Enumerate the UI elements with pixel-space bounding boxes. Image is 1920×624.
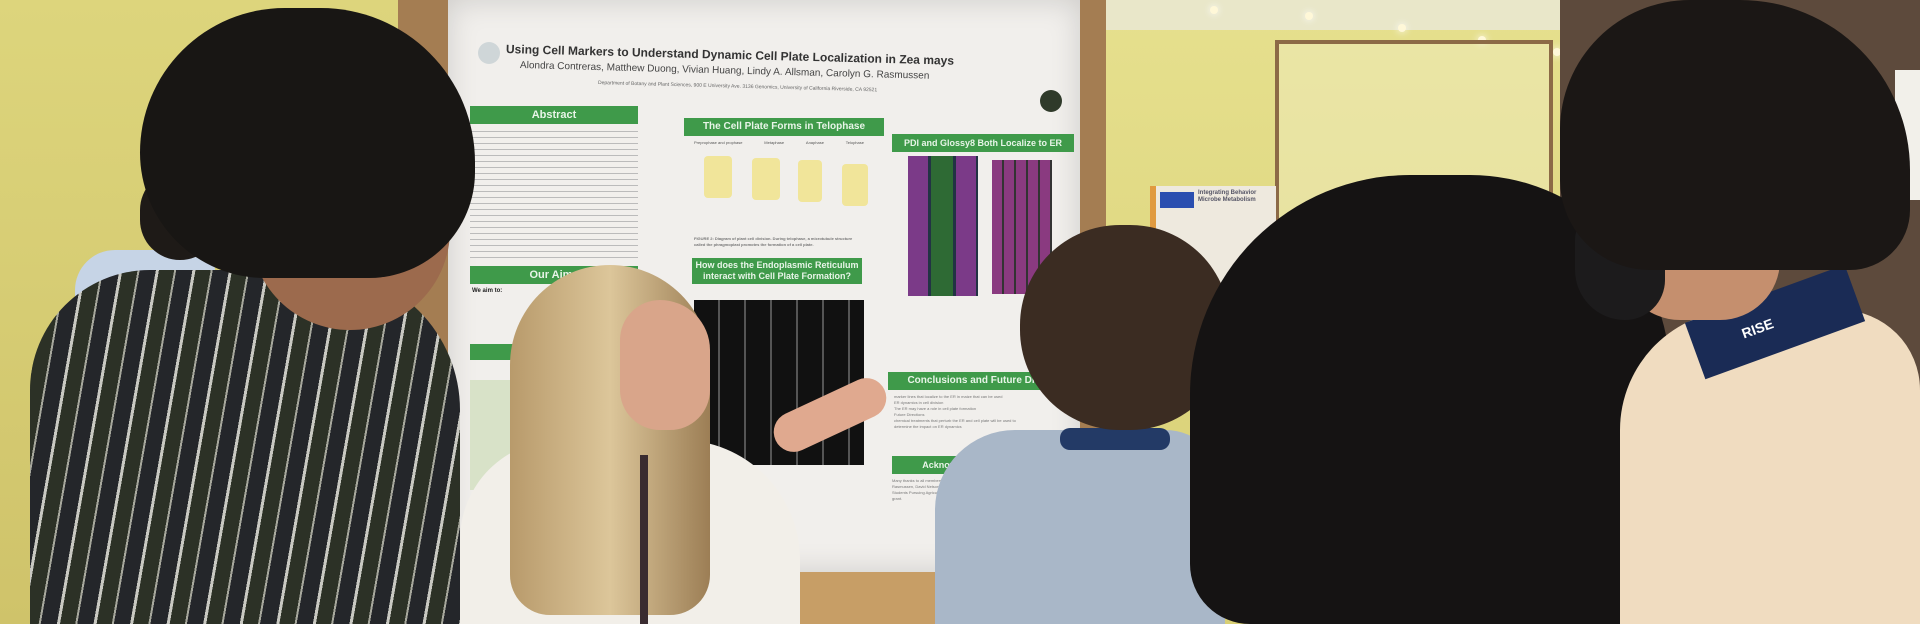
phase-label: Telophase [845,140,864,145]
phase-labels: Preprophase and prophase Metaphase Anaph… [694,140,864,145]
person-light-blue-shirt [935,430,1225,624]
background-poster-title: Integrating Behavior Microbe Metabolism [1198,190,1257,203]
conclusions-text: marker lines that localize to the ER in … [894,394,1034,454]
cell-diagram [704,156,732,198]
cell-diagram [752,158,780,200]
conclusion-line: ER dynamics in cell division [894,400,944,405]
person-dark-hair [140,8,475,278]
lanyard-text: RISE [1739,315,1776,342]
background-poster-logo [1160,192,1194,208]
section-header-er-question: How does the Endoplasmic Reticulum inter… [692,258,862,284]
ceiling-light [1398,24,1406,32]
ceiling [1100,0,1600,30]
cell-diagram [842,164,868,206]
section-header-conclusions: Conclusions and Future Dir [888,372,1058,390]
section-header-pdi: PDI and Glossy8 Both Localize to ER [892,134,1074,152]
person-cream-shirt [1620,310,1920,624]
ceiling-light [1305,12,1313,20]
person-striped-shirt [30,270,460,624]
future-directions-label: Future Directions [894,412,925,417]
university-logo [478,42,500,64]
poster-department: Department of Botany and Plant Sciences,… [597,80,878,94]
abstract-text [470,128,638,258]
conclusion-line: marker lines that localize to the ER in … [894,394,1003,399]
pdi-images [908,156,978,296]
ceiling-light [1553,48,1561,56]
section-header-abstract: Abstract [470,106,638,124]
conclusion-line: chemical treatments that perturb the ER … [894,418,1016,429]
cell-diagram [798,160,822,202]
aims-intro: We aim to: [472,288,503,294]
presenter-lanyard [640,455,648,624]
ceiling-light [1210,6,1218,14]
person-black-hair [1560,0,1910,270]
phase-label: Metaphase [764,140,785,145]
presenter-face [620,300,710,430]
section-header-cell-plate: The Cell Plate Forms in Telophase [684,118,884,136]
figure2-caption: FIGURE 2: Diagram of plant cell division… [694,236,853,247]
lab-logo [1040,90,1062,112]
phase-label: Anaphase [805,140,824,145]
person-collar [1060,428,1170,450]
phase-label: Preprophase and prophase [694,140,743,145]
conclusion-line: The ER may have a role in cell plate for… [894,406,977,411]
